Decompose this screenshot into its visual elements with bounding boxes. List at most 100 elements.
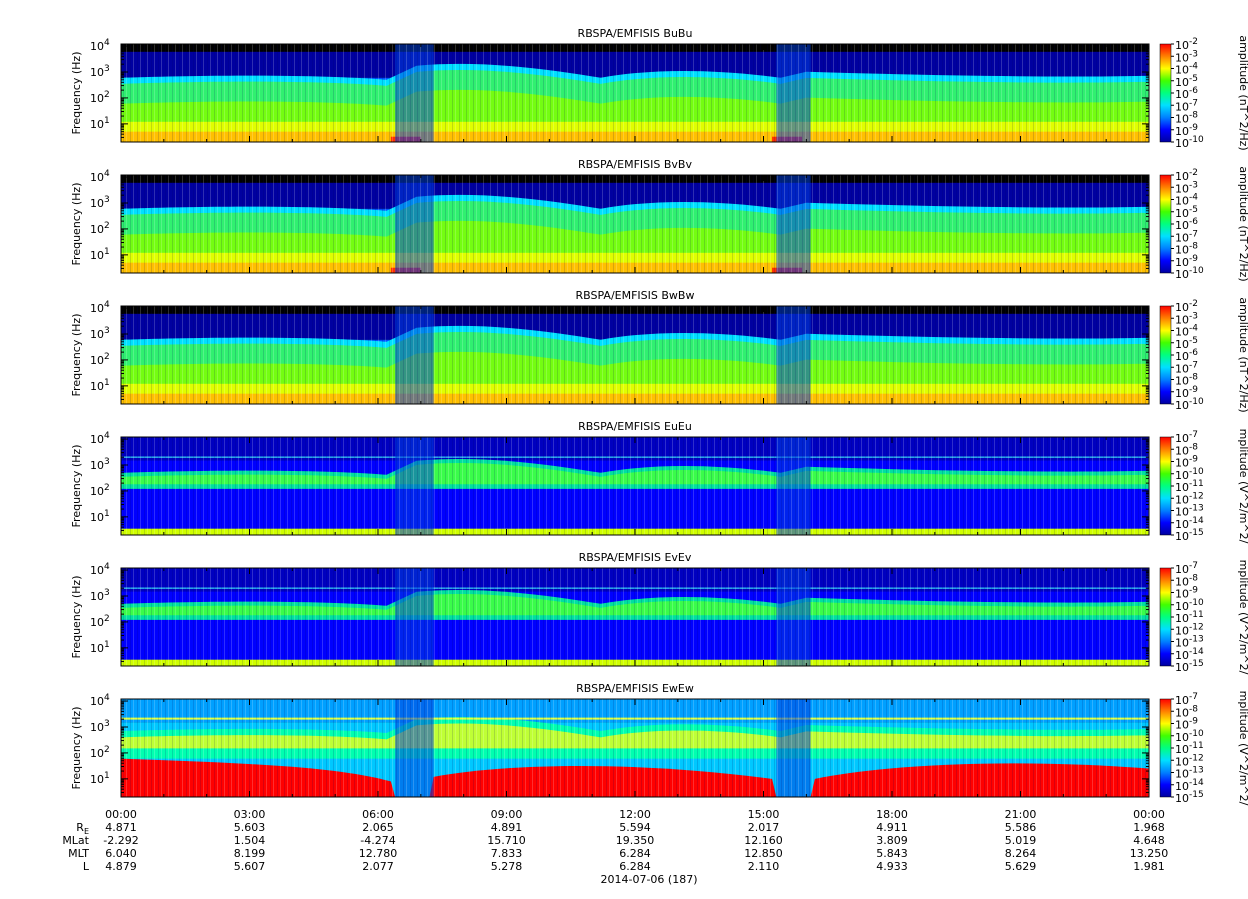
colorbar-label: amplitude (nT^2/Hz) bbox=[1237, 35, 1248, 150]
colorbar-label: mplitude (V^2/m^2/ bbox=[1237, 560, 1248, 675]
colorbar-tick-label: 10-12 bbox=[1175, 491, 1204, 506]
ephemeris-value: 4.879 bbox=[105, 860, 137, 873]
colorbar-tick-label: 10-8 bbox=[1175, 704, 1198, 719]
colorbar-label: amplitude (nT^2/Hz) bbox=[1237, 297, 1248, 412]
texture bbox=[121, 175, 1149, 273]
ephemeris-value: -4.274 bbox=[360, 834, 395, 847]
y-tick-label: 101 bbox=[90, 640, 110, 655]
ephemeris-value: 2.077 bbox=[362, 860, 394, 873]
time-axis-label: 06:00 bbox=[362, 808, 394, 821]
y-axis-label: Frequency (Hz) bbox=[70, 183, 83, 266]
y-tick-label: 103 bbox=[90, 326, 110, 341]
texture bbox=[121, 568, 1149, 666]
colorbar-tick-label: 10-10 bbox=[1175, 467, 1204, 482]
y-tick-label: 104 bbox=[90, 693, 110, 708]
colorbar-gradient bbox=[1159, 567, 1172, 667]
colorbar-gradient bbox=[1159, 436, 1172, 536]
colorbar-tick-label: 10-7 bbox=[1175, 561, 1198, 576]
ephemeris-value: 1.968 bbox=[1133, 821, 1165, 834]
ephemeris-value: 7.833 bbox=[491, 847, 523, 860]
time-axis-label: 00:00 bbox=[105, 808, 137, 821]
colorbar-tick-label: 10-4 bbox=[1175, 62, 1198, 77]
colorbar-label: mplitude (V^2/m^2/ bbox=[1237, 691, 1248, 806]
time-axis: 00:00 03:00 06:00 09:00 12:00 15:00 18:00 21:00… bbox=[105, 808, 1165, 886]
colorbar-tick-label: 10-7 bbox=[1175, 360, 1198, 375]
colorbar-gradient bbox=[1159, 305, 1172, 405]
colorbar-tick-label: 10-9 bbox=[1175, 717, 1198, 732]
colorbar-tick-label: 10-3 bbox=[1175, 180, 1198, 195]
colorbar-tick-label: 10-14 bbox=[1175, 516, 1204, 531]
colorbar-tick-label: 10-14 bbox=[1175, 647, 1204, 662]
colorbar-tick-label: 10-2 bbox=[1175, 168, 1198, 183]
colorbar-tick-label: 10-14 bbox=[1175, 778, 1204, 793]
spectrogram-image bbox=[121, 699, 1149, 797]
colorbar-gradient bbox=[1159, 174, 1172, 274]
y-tick-label: 101 bbox=[90, 378, 110, 393]
texture bbox=[121, 437, 1149, 535]
colorbar-tick-label: 10-6 bbox=[1175, 348, 1198, 363]
ephemeris-value: 6.040 bbox=[105, 847, 137, 860]
ephemeris-value: 13.250 bbox=[1130, 847, 1169, 860]
texture bbox=[121, 44, 1149, 142]
ephemeris-row-label: MLat bbox=[62, 834, 89, 847]
spectrogram-panel-2: RBSPA/EMFISIS BvBv 101 102 103 104 Frequency … bbox=[70, 158, 1248, 282]
colorbar-tick-label: 10-12 bbox=[1175, 622, 1204, 637]
colorbar-tick-label: 10-9 bbox=[1175, 385, 1198, 400]
ephemeris-value: 4.891 bbox=[491, 821, 523, 834]
y-axis-label: Frequency (Hz) bbox=[70, 445, 83, 528]
colorbar-tick-label: 10-2 bbox=[1175, 37, 1198, 52]
panel-title: RBSPA/EMFISIS BuBu bbox=[578, 27, 693, 40]
ephemeris-value: 5.603 bbox=[234, 821, 266, 834]
panel-title: RBSPA/EMFISIS BvBv bbox=[578, 158, 692, 171]
colorbar-tick-label: 10-10 bbox=[1175, 266, 1204, 281]
ephemeris-value: 4.911 bbox=[876, 821, 908, 834]
y-tick-label: 101 bbox=[90, 116, 110, 131]
spectrogram-panel-4: RBSPA/EMFISIS EuEu 101 102 103 104 Frequency … bbox=[70, 420, 1248, 544]
y-axis-label: Frequency (Hz) bbox=[70, 314, 83, 397]
date-label: 2014-07-06 (187) bbox=[600, 873, 697, 886]
ephemeris-value: 8.199 bbox=[234, 847, 266, 860]
ephemeris-value: 1.981 bbox=[1133, 860, 1165, 873]
time-axis-label: 21:00 bbox=[1005, 808, 1037, 821]
colorbar-tick-label: 10-13 bbox=[1175, 504, 1204, 519]
ephemeris-value: 5.586 bbox=[1005, 821, 1037, 834]
colorbar-tick-label: 10-13 bbox=[1175, 766, 1204, 781]
ephemeris-value: 12.780 bbox=[359, 847, 398, 860]
spectrogram-panel-6: RBSPA/EMFISIS EwEw 101 102 103 104 Frequency … bbox=[70, 682, 1248, 806]
time-axis-label: 12:00 bbox=[619, 808, 651, 821]
spectrogram-panel-1: RBSPA/EMFISIS BuBu 101 102 103 104 Frequency … bbox=[70, 27, 1248, 151]
panel-title: RBSPA/EMFISIS EvEv bbox=[579, 551, 692, 564]
y-tick-label: 102 bbox=[90, 352, 110, 367]
time-axis-label: 00:00 bbox=[1133, 808, 1165, 821]
colorbar-tick-label: 10-4 bbox=[1175, 324, 1198, 339]
colorbar-tick-label: 10-7 bbox=[1175, 430, 1198, 445]
y-tick-label: 103 bbox=[90, 719, 110, 734]
ephemeris-value: 4.648 bbox=[1133, 834, 1165, 847]
colorbar-tick-label: 10-11 bbox=[1175, 610, 1204, 625]
spectrogram-image bbox=[121, 437, 1149, 535]
panel-title: RBSPA/EMFISIS BwBw bbox=[576, 289, 695, 302]
colorbar-tick-label: 10-8 bbox=[1175, 111, 1198, 126]
colorbar-tick-label: 10-10 bbox=[1175, 598, 1204, 613]
ephemeris-value: 3.809 bbox=[876, 834, 908, 847]
colorbar-label: mplitude (V^2/m^2/ bbox=[1237, 429, 1248, 544]
colorbar-tick-label: 10-8 bbox=[1175, 373, 1198, 388]
ephemeris-value: 6.284 bbox=[619, 847, 651, 860]
colorbar: 10-210-310-410-510-610-710-810-910-10 amp… bbox=[1159, 297, 1248, 413]
ephemeris-value: 12.850 bbox=[744, 847, 783, 860]
colorbar-tick-label: 10-13 bbox=[1175, 635, 1204, 650]
colorbar-tick-label: 10-9 bbox=[1175, 586, 1198, 601]
ephemeris-value: 8.264 bbox=[1005, 847, 1037, 860]
y-tick-label: 104 bbox=[90, 38, 110, 53]
colorbar: 10-710-810-910-1010-1110-1210-1310-1410-… bbox=[1159, 691, 1248, 806]
y-tick-label: 104 bbox=[90, 562, 110, 577]
colorbar-label: amplitude (nT^2/Hz) bbox=[1237, 166, 1248, 281]
colorbar-tick-label: 10-10 bbox=[1175, 397, 1204, 412]
colorbar-tick-label: 10-5 bbox=[1175, 205, 1198, 220]
spectrogram-image bbox=[121, 44, 1149, 142]
ephemeris-row-label: L bbox=[83, 860, 90, 873]
colorbar: 10-710-810-910-1010-1110-1210-1310-1410-… bbox=[1159, 560, 1248, 675]
colorbar-tick-label: 10-10 bbox=[1175, 729, 1204, 744]
y-axis-label: Frequency (Hz) bbox=[70, 576, 83, 659]
y-tick-label: 101 bbox=[90, 771, 110, 786]
